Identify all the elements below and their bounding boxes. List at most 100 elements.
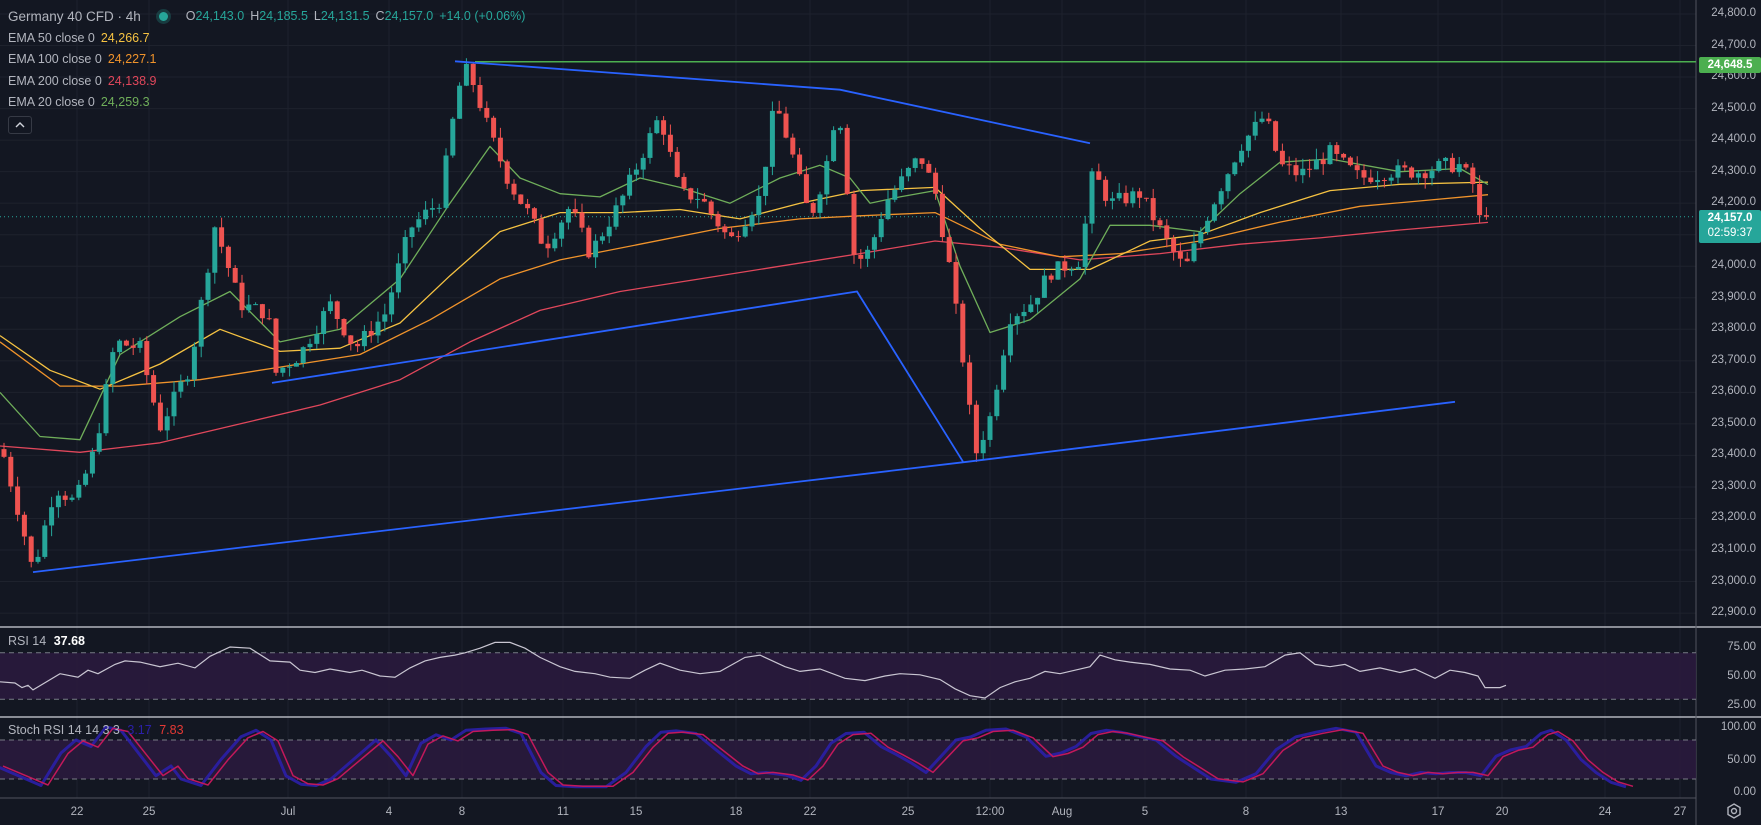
candle-body [1232,162,1238,175]
candle-body [599,236,605,241]
candle-body [450,118,456,156]
indicator-ema50[interactable]: EMA 50 close 0 24,266.7 [8,28,531,50]
candle-body [8,456,14,487]
indicator-ema200[interactable]: EMA 200 close 0 24,138.9 [8,71,531,93]
candle-body [586,227,592,258]
candle-body [1028,304,1034,312]
price-axis-label: 23,900.0 [1711,290,1756,303]
trendline[interactable] [454,60,1091,145]
ema200-line[interactable] [0,221,1489,453]
candle-body [939,193,945,238]
candle-body [477,85,483,108]
rsi-line[interactable] [0,641,1507,699]
candle-body [1470,167,1476,185]
candle-body [1137,191,1143,198]
settings-gear-icon [1727,803,1741,819]
candle-body [253,304,259,306]
candle-body [722,226,728,233]
stoch-k-line[interactable] [0,725,1627,789]
candle-body [219,227,225,247]
candle-body [531,208,537,219]
time-axis-label: 27 [1673,806,1687,818]
candle-body [280,367,286,373]
candle-body [1395,165,1401,178]
candle-body [83,473,89,485]
candle-body [151,375,157,403]
candle-body [341,319,347,336]
price-axis-label: 24,300.0 [1711,164,1756,177]
rsi-label: RSI 14 [8,634,47,648]
stoch-d-line[interactable] [2,727,1634,788]
candle-body [980,439,986,454]
indicator-value: 24,227.1 [107,52,157,66]
indicator-ema100[interactable]: EMA 100 close 0 24,227.1 [8,49,531,71]
low-value: 24,131.5 [320,9,370,23]
indicator-ema20[interactable]: EMA 20 close 0 24,259.3 [8,92,531,114]
indicator-value: 24,138.9 [107,73,157,88]
last-price-tag: 24,157.0 02:59:37 [1699,210,1761,243]
candle-body [259,304,265,319]
rsi-axis-25: 25.00 [1727,699,1756,711]
candle-body [1429,170,1435,179]
candle-body [763,166,769,196]
candle-body [443,155,449,208]
candle-body [1307,168,1313,170]
candle-body [321,311,327,335]
candle-body [1449,157,1455,173]
candle-body [1075,267,1081,270]
candle-body [300,347,306,363]
close-label: C [375,9,385,23]
price-axis-label: 24,600.0 [1711,70,1756,83]
candle-body [1483,215,1489,217]
candle-body [1157,220,1163,226]
collapse-legend-button[interactable] [8,115,32,134]
candle-body [797,154,803,175]
candle-body [402,237,408,264]
candle-body [491,117,497,138]
price-axis-label: 24,800.0 [1711,7,1756,19]
candle-body [756,195,762,216]
candle-body [382,314,388,322]
candle-body [178,381,184,392]
stoch-k-value: 3.17 [127,723,152,737]
candle-body [273,318,279,373]
candle-body [1375,180,1381,183]
candle-body [545,243,551,249]
candle-body [1103,179,1109,201]
resistance-price-tag: 24,648.5 [1699,57,1761,73]
stoch-band [0,740,1696,779]
candle-body [926,163,932,173]
candle-body [1313,159,1319,170]
candle-body [157,402,163,431]
candle-body [62,495,68,500]
ema100-line[interactable] [0,194,1489,387]
candle-body [837,127,843,131]
trendline[interactable] [271,290,964,463]
candle-body [110,352,116,385]
candle-body [287,366,293,368]
time-axis-label: 15 [629,806,643,818]
candle-body [130,345,136,348]
candle-body [695,198,701,200]
candle-body [994,389,1000,417]
time-axis-label: 18 [729,806,743,818]
price-axis-label: 24,400.0 [1711,133,1756,146]
trendline[interactable] [32,400,1456,573]
candle-body [892,189,898,200]
candle-body [1150,198,1156,221]
candle-body [708,201,714,214]
symbol-title[interactable]: Germany 40 CFD · 4h [8,9,141,24]
stoch-legend[interactable]: Stoch RSI 14 14 3 3 3.17 7.83 [8,723,184,737]
price-axis-label: 23,000.0 [1711,574,1756,587]
chart-settings-button[interactable] [1725,802,1743,820]
ema50-line[interactable] [0,181,1489,390]
candle-body [1402,165,1408,168]
candle-body [375,321,381,336]
candle-body [1082,223,1088,268]
high-value: 24,185.5 [259,9,308,23]
candle-body [191,346,197,380]
price-axis-label: 24,700.0 [1711,38,1756,51]
rsi-legend[interactable]: RSI 14 37.68 [8,634,85,648]
stoch-d-value: 7.83 [159,723,184,737]
